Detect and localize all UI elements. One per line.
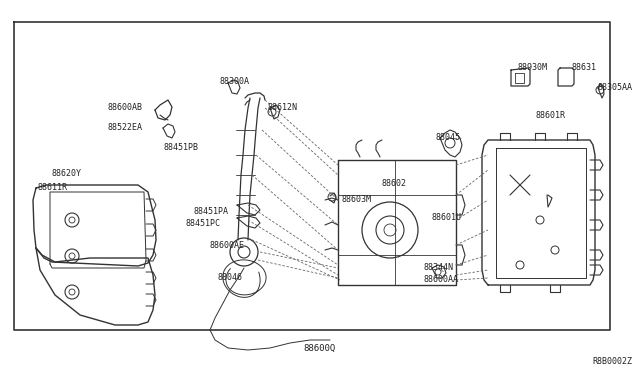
- Text: 88601R: 88601R: [535, 112, 565, 121]
- Text: 88600Q: 88600Q: [304, 343, 336, 353]
- Text: 88451PC: 88451PC: [185, 218, 220, 228]
- Text: 88930M: 88930M: [517, 64, 547, 73]
- Text: 88602: 88602: [382, 179, 407, 187]
- Text: 88451PA: 88451PA: [193, 206, 228, 215]
- Text: 88046: 88046: [218, 273, 243, 282]
- Text: 88305AA: 88305AA: [598, 83, 633, 93]
- Text: 88601U: 88601U: [432, 214, 462, 222]
- Text: 88344N: 88344N: [424, 263, 454, 272]
- Text: 88603M: 88603M: [341, 196, 371, 205]
- Text: 88300A: 88300A: [220, 77, 250, 87]
- Text: 88045: 88045: [436, 134, 461, 142]
- Text: 88631: 88631: [572, 64, 597, 73]
- Text: 88611R: 88611R: [37, 183, 67, 192]
- Text: 88451PB: 88451PB: [163, 144, 198, 153]
- Text: R8B0002Z: R8B0002Z: [592, 357, 632, 366]
- Text: 88522EA: 88522EA: [108, 122, 143, 131]
- Text: 88600AB: 88600AB: [108, 103, 143, 112]
- Text: 88612N: 88612N: [268, 103, 298, 112]
- Text: 88600AA: 88600AA: [424, 276, 459, 285]
- Text: 88620Y: 88620Y: [52, 170, 82, 179]
- Text: 88600AE: 88600AE: [210, 241, 245, 250]
